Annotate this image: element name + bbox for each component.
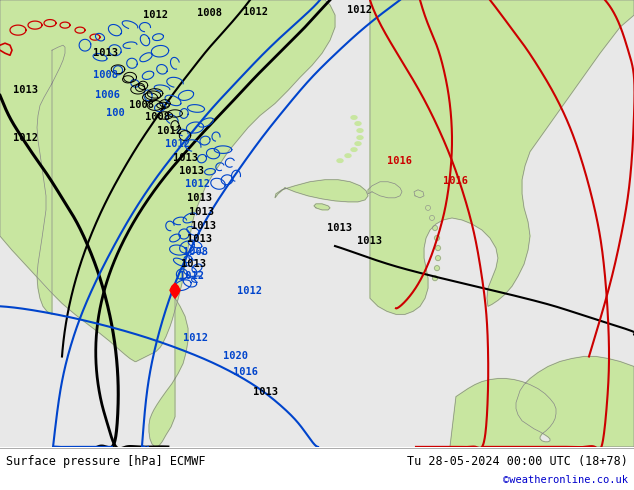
Polygon shape: [170, 283, 180, 298]
Text: 1020: 1020: [223, 351, 247, 362]
Text: 1013: 1013: [252, 387, 278, 396]
Text: 1006: 1006: [96, 90, 120, 100]
Text: 1012: 1012: [238, 286, 262, 296]
Circle shape: [425, 205, 430, 210]
Ellipse shape: [345, 154, 351, 157]
Text: 1008: 1008: [198, 8, 223, 18]
Text: 1013: 1013: [188, 193, 212, 203]
Text: 1012: 1012: [143, 10, 167, 20]
Text: 1016: 1016: [443, 176, 467, 186]
Text: 1013: 1013: [179, 166, 205, 176]
Polygon shape: [414, 190, 424, 198]
Polygon shape: [450, 357, 634, 447]
Text: 100: 100: [106, 108, 124, 119]
Ellipse shape: [351, 116, 357, 119]
Text: 1008: 1008: [145, 113, 171, 122]
Polygon shape: [370, 0, 634, 314]
Text: 1013: 1013: [172, 153, 198, 163]
Ellipse shape: [355, 142, 361, 146]
Circle shape: [436, 245, 441, 250]
Circle shape: [434, 236, 439, 241]
Text: 1008: 1008: [129, 100, 155, 110]
Text: 1013: 1013: [93, 48, 117, 58]
Text: Surface pressure [hPa] ECMWF: Surface pressure [hPa] ECMWF: [6, 455, 205, 468]
Ellipse shape: [337, 159, 343, 162]
Text: 1016: 1016: [233, 367, 257, 376]
Text: 1012: 1012: [242, 7, 268, 17]
Circle shape: [432, 276, 437, 281]
Text: 1012: 1012: [183, 333, 207, 343]
Text: 1016: 1016: [387, 156, 413, 166]
Text: 1013: 1013: [358, 236, 382, 246]
Ellipse shape: [355, 122, 361, 125]
Polygon shape: [149, 298, 188, 447]
Text: 1013: 1013: [328, 223, 353, 233]
Text: 1008: 1008: [183, 247, 209, 257]
Text: 1012: 1012: [347, 5, 373, 15]
Text: 1013: 1013: [13, 85, 37, 96]
Text: Tu 28-05-2024 00:00 UTC (18+78): Tu 28-05-2024 00:00 UTC (18+78): [407, 455, 628, 468]
Text: 1013: 1013: [191, 221, 216, 231]
Text: 1013: 1013: [181, 259, 205, 269]
Circle shape: [432, 225, 437, 230]
Text: 1012: 1012: [179, 271, 204, 281]
Text: 1012: 1012: [165, 139, 190, 148]
Polygon shape: [275, 180, 368, 202]
Text: 1008: 1008: [93, 71, 117, 80]
Text: ©weatheronline.co.uk: ©weatheronline.co.uk: [503, 475, 628, 485]
Ellipse shape: [357, 129, 363, 132]
Text: 1012: 1012: [184, 179, 209, 189]
Ellipse shape: [351, 148, 357, 151]
Text: 1012: 1012: [13, 133, 37, 143]
Polygon shape: [368, 182, 402, 198]
Text: 1013: 1013: [190, 207, 214, 217]
Polygon shape: [314, 204, 330, 210]
Text: 1013: 1013: [188, 234, 212, 244]
Ellipse shape: [357, 136, 363, 139]
Circle shape: [436, 256, 441, 261]
Polygon shape: [0, 0, 335, 362]
Text: 1012: 1012: [157, 125, 183, 136]
Circle shape: [434, 266, 439, 270]
Circle shape: [429, 216, 434, 220]
Polygon shape: [37, 45, 65, 314]
